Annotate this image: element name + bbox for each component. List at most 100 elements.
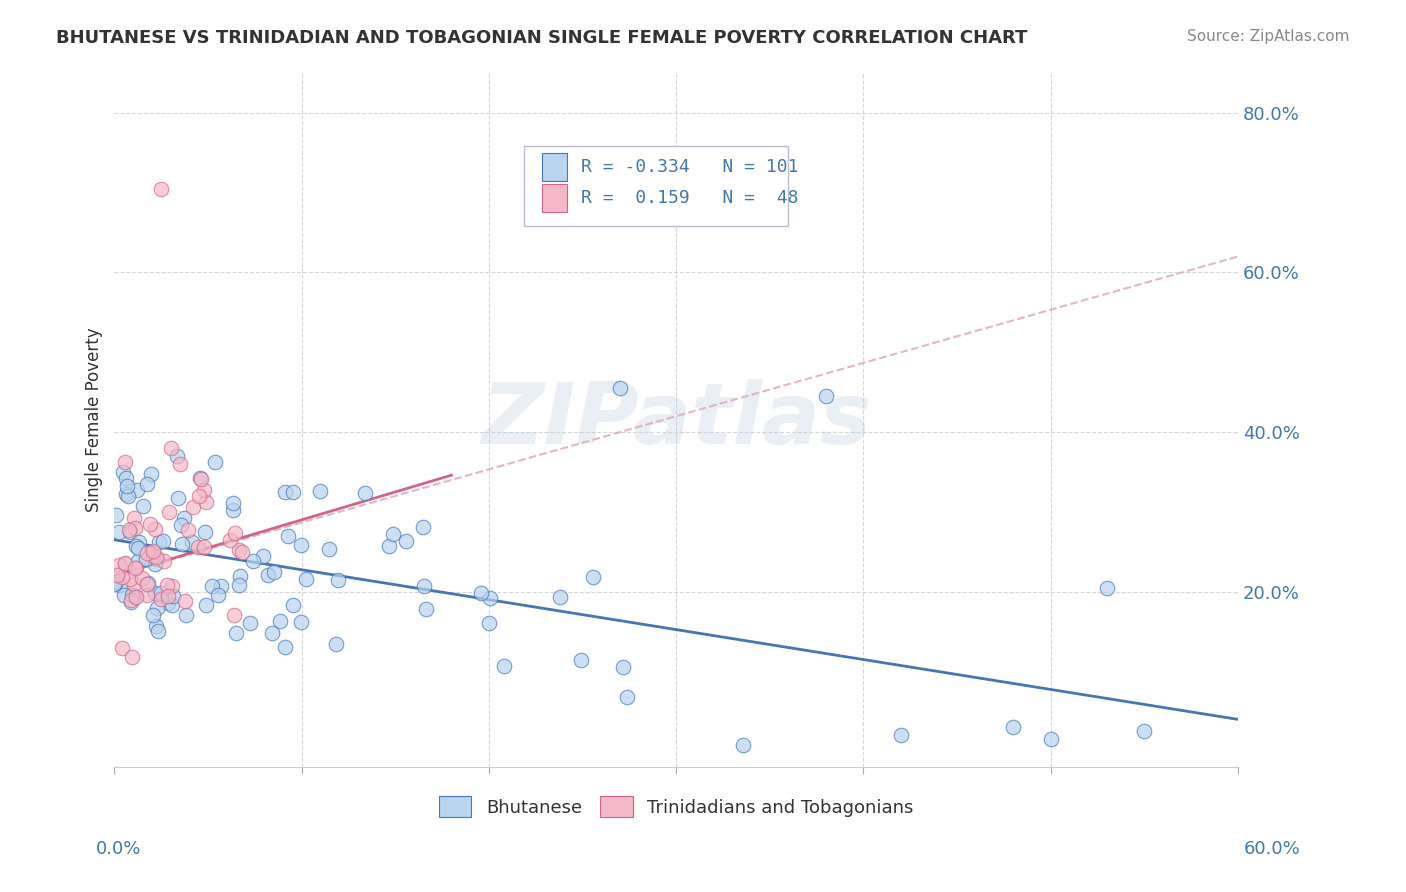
Point	[128, 535, 150, 549]
Point	[105, 568, 128, 582]
Point	[118, 572, 141, 586]
Point	[612, 660, 634, 674]
Point	[169, 457, 191, 471]
Point	[125, 539, 148, 553]
Text: R =  0.159   N =  48: R = 0.159 N = 48	[581, 189, 799, 207]
Point	[166, 449, 188, 463]
Point	[252, 549, 274, 563]
Point	[325, 637, 347, 651]
Point	[224, 526, 246, 541]
Point	[222, 496, 245, 510]
Point	[295, 573, 318, 587]
Text: Source: ZipAtlas.com: Source: ZipAtlas.com	[1187, 29, 1350, 44]
Point	[111, 570, 134, 584]
Point	[120, 592, 142, 607]
Point	[194, 525, 217, 540]
Point	[174, 594, 197, 608]
Point	[229, 568, 252, 582]
Point	[150, 591, 173, 606]
Point	[142, 544, 165, 558]
Point	[127, 554, 149, 568]
Point	[142, 608, 165, 623]
Point	[139, 516, 162, 531]
Point	[145, 549, 167, 564]
Text: BHUTANESE VS TRINIDADIAN AND TOBAGONIAN SINGLE FEMALE POVERTY CORRELATION CHART: BHUTANESE VS TRINIDADIAN AND TOBAGONIAN …	[56, 29, 1028, 46]
Point	[222, 502, 245, 516]
Bar	[543, 184, 567, 211]
Point	[569, 653, 592, 667]
Point	[377, 539, 399, 553]
Point	[127, 541, 149, 555]
Point	[150, 182, 173, 196]
Point	[135, 477, 157, 491]
Point	[204, 455, 226, 469]
Point	[309, 484, 332, 499]
Point	[274, 485, 297, 500]
Point	[118, 524, 141, 539]
Point	[201, 579, 224, 593]
Point	[143, 586, 166, 600]
Point	[550, 591, 572, 605]
Point	[242, 554, 264, 568]
Point	[124, 589, 146, 603]
Point	[121, 587, 143, 601]
Point	[1002, 720, 1025, 734]
Point	[1039, 732, 1062, 747]
Point	[125, 590, 148, 604]
Point	[413, 579, 436, 593]
Point	[231, 544, 253, 558]
Point	[195, 598, 218, 612]
Point	[225, 625, 247, 640]
Point	[190, 471, 212, 485]
Point	[111, 640, 134, 655]
Point	[269, 614, 291, 628]
Point	[124, 520, 146, 534]
Point	[114, 455, 136, 469]
Point	[135, 577, 157, 591]
Point	[478, 616, 501, 631]
Point	[228, 543, 250, 558]
Point	[257, 567, 280, 582]
Point	[108, 558, 131, 572]
Point	[122, 511, 145, 525]
Point	[731, 739, 754, 753]
Point	[281, 485, 304, 500]
Point	[142, 549, 165, 564]
Point	[115, 487, 138, 501]
Point	[239, 615, 262, 630]
Bar	[543, 153, 567, 180]
Point	[122, 576, 145, 591]
Point	[582, 570, 605, 584]
Point	[260, 625, 283, 640]
Point	[114, 471, 136, 485]
Point	[136, 575, 159, 590]
Point	[1133, 724, 1156, 739]
Point	[354, 486, 377, 500]
Point	[183, 500, 205, 515]
Point	[193, 540, 215, 554]
Point	[173, 511, 195, 525]
Point	[157, 589, 180, 603]
Point	[114, 556, 136, 570]
Point	[135, 551, 157, 566]
Point	[172, 537, 194, 551]
Point	[145, 619, 167, 633]
Point	[318, 542, 340, 557]
Point	[328, 573, 350, 587]
Point	[194, 495, 217, 509]
Point	[494, 659, 516, 673]
Point	[228, 578, 250, 592]
Point	[148, 534, 170, 549]
Point	[167, 491, 190, 506]
Point	[395, 534, 418, 549]
Point	[609, 381, 631, 395]
Point	[190, 472, 212, 486]
Point	[132, 499, 155, 513]
Point	[616, 690, 638, 705]
Point	[145, 552, 167, 566]
Point	[117, 489, 139, 503]
Point	[814, 389, 837, 403]
Point	[382, 526, 405, 541]
Point	[152, 554, 174, 568]
Point	[160, 579, 183, 593]
